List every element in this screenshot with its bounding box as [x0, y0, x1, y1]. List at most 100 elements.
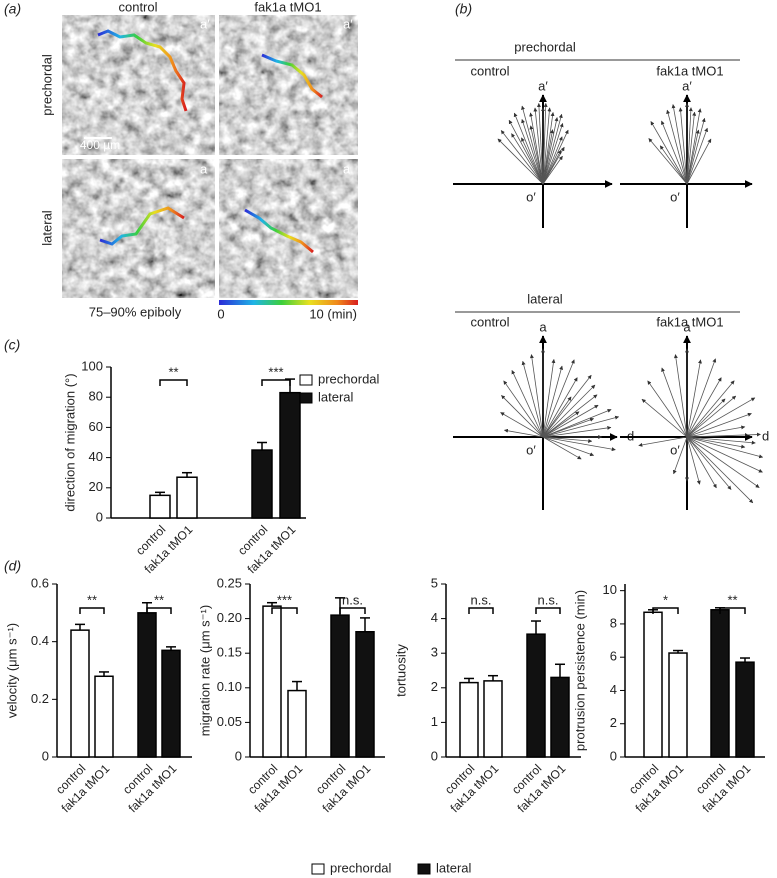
vector [648, 138, 688, 185]
vector [542, 415, 620, 438]
vector [686, 108, 702, 185]
vector [678, 107, 688, 185]
vector [659, 145, 688, 185]
vector [686, 127, 708, 185]
y-tick-label: 0.4 [31, 633, 49, 648]
significance-bracket [652, 607, 679, 614]
vector [542, 365, 564, 438]
bar [262, 605, 282, 758]
axis-label: d [762, 428, 769, 443]
vector [501, 395, 544, 438]
significance-bracket [79, 607, 105, 614]
y-tick-label: 0 [235, 748, 242, 763]
vector [542, 436, 595, 457]
vector [503, 380, 544, 438]
y-tick-label: 6 [610, 649, 617, 664]
y-tick-label: 2 [610, 715, 617, 730]
significance-bracket [535, 607, 561, 614]
origin-label: o′ [670, 189, 680, 204]
bar [70, 629, 90, 758]
micrographs [62, 15, 358, 298]
y-tick-label: 4 [610, 682, 617, 697]
vector [511, 370, 544, 438]
vector [497, 138, 544, 185]
panel-label: (b) [455, 1, 472, 17]
vector [500, 412, 544, 438]
vector [686, 138, 712, 185]
vector [686, 397, 756, 438]
row-label: prechordal [39, 54, 54, 116]
significance-label: n.s. [471, 592, 492, 607]
vector [686, 377, 722, 438]
significance-bracket [339, 607, 366, 614]
vector [542, 417, 595, 438]
vector [542, 155, 563, 185]
axis-label: a [683, 319, 691, 334]
bar [279, 391, 301, 519]
vector [672, 436, 688, 475]
axis-label: a′ [538, 78, 548, 93]
vector [686, 412, 752, 438]
y-axis-label: protrusion persistence (min) [572, 590, 587, 751]
stage-label: 75–90% epiboly [89, 304, 182, 319]
significance-label: *** [268, 364, 283, 379]
colorbar-label: 10 (min) [309, 306, 357, 321]
vector [533, 107, 544, 185]
vector [686, 436, 754, 504]
y-tick-label: 60 [89, 419, 103, 434]
legend-swatch [311, 863, 325, 875]
vector [666, 109, 688, 185]
origin-label: o′ [526, 442, 536, 457]
legend-swatch [299, 392, 313, 404]
vector [686, 425, 746, 438]
vector [686, 398, 726, 438]
legend-label: lateral [436, 860, 472, 875]
y-tick-label: 1 [431, 714, 438, 729]
bar [149, 494, 171, 519]
micrograph [219, 15, 358, 155]
vector [673, 354, 688, 438]
axis-label: a′ [682, 78, 692, 93]
bar [355, 630, 375, 758]
significance-bracket [146, 607, 172, 614]
panel-label: (c) [4, 337, 20, 353]
y-tick-label: 0.2 [31, 691, 49, 706]
vector [542, 425, 612, 438]
vector [686, 436, 717, 489]
panel-label: (a) [4, 1, 21, 17]
vector [650, 121, 688, 185]
origin-label: o′ [670, 442, 680, 457]
significance-bracket [159, 379, 188, 386]
legend-label: lateral [318, 389, 354, 404]
y-tick-label: 40 [89, 449, 103, 464]
vector [529, 125, 544, 185]
vector [686, 107, 693, 185]
diagram-label: control [470, 314, 509, 329]
vector [671, 104, 688, 185]
legend-swatch [299, 374, 313, 386]
vector [536, 102, 544, 185]
vector [542, 436, 593, 443]
y-tick-label: 0.15 [217, 645, 242, 660]
vector [686, 436, 746, 449]
vector [686, 129, 700, 185]
significance-bracket [719, 607, 746, 614]
legend-label: prechordal [330, 860, 392, 875]
vector [638, 436, 688, 447]
vector [521, 105, 544, 185]
y-tick-label: 0.10 [217, 679, 242, 694]
y-axis-label: tortuosity [393, 644, 408, 697]
vector [647, 380, 688, 438]
vector [521, 360, 544, 438]
legend-label: prechordal [318, 371, 380, 386]
corner-label: a′ [200, 16, 210, 31]
significance-label: ** [168, 364, 178, 379]
y-axis-label: migration rate (μm s⁻¹) [197, 605, 212, 736]
legend-swatch [417, 863, 431, 875]
bar [161, 649, 181, 758]
vector [529, 112, 544, 185]
y-tick-label: 100 [81, 358, 103, 373]
corner-label: a [343, 161, 351, 176]
row-label: lateral [39, 210, 54, 246]
bar [459, 681, 479, 758]
